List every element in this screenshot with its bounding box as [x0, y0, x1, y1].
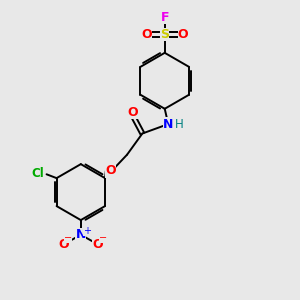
- Text: H: H: [175, 118, 184, 130]
- Text: O: O: [105, 164, 116, 177]
- Text: S: S: [160, 28, 169, 41]
- Text: N: N: [76, 228, 86, 241]
- Text: Cl: Cl: [32, 167, 44, 180]
- Text: O: O: [178, 28, 188, 41]
- Text: N: N: [163, 118, 173, 130]
- Text: −: −: [99, 233, 107, 243]
- Text: O: O: [128, 106, 138, 119]
- Text: F: F: [160, 11, 169, 24]
- Text: O: O: [58, 238, 69, 251]
- Text: O: O: [141, 28, 152, 41]
- Text: −: −: [64, 233, 72, 243]
- Text: O: O: [93, 238, 103, 251]
- Text: +: +: [83, 226, 91, 236]
